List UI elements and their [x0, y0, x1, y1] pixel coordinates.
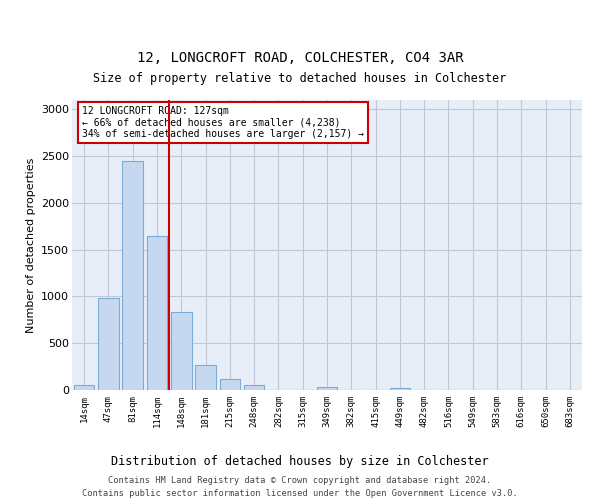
Text: 12 LONGCROFT ROAD: 127sqm
← 66% of detached houses are smaller (4,238)
34% of se: 12 LONGCROFT ROAD: 127sqm ← 66% of detac… [82, 106, 364, 139]
Text: Contains HM Land Registry data © Crown copyright and database right 2024.
Contai: Contains HM Land Registry data © Crown c… [82, 476, 518, 498]
Text: Size of property relative to detached houses in Colchester: Size of property relative to detached ho… [94, 72, 506, 85]
Bar [195, 365, 216, 390]
Bar [389, 388, 410, 390]
Y-axis label: Number of detached properties: Number of detached properties [26, 158, 35, 332]
Bar [146, 236, 167, 390]
Bar [98, 298, 119, 390]
Text: 12, LONGCROFT ROAD, COLCHESTER, CO4 3AR: 12, LONGCROFT ROAD, COLCHESTER, CO4 3AR [137, 51, 463, 65]
Bar [122, 161, 143, 390]
Bar [317, 386, 337, 390]
Bar [244, 385, 265, 390]
Bar [74, 385, 94, 390]
Bar [220, 379, 240, 390]
Text: Distribution of detached houses by size in Colchester: Distribution of detached houses by size … [111, 455, 489, 468]
Bar [171, 312, 191, 390]
